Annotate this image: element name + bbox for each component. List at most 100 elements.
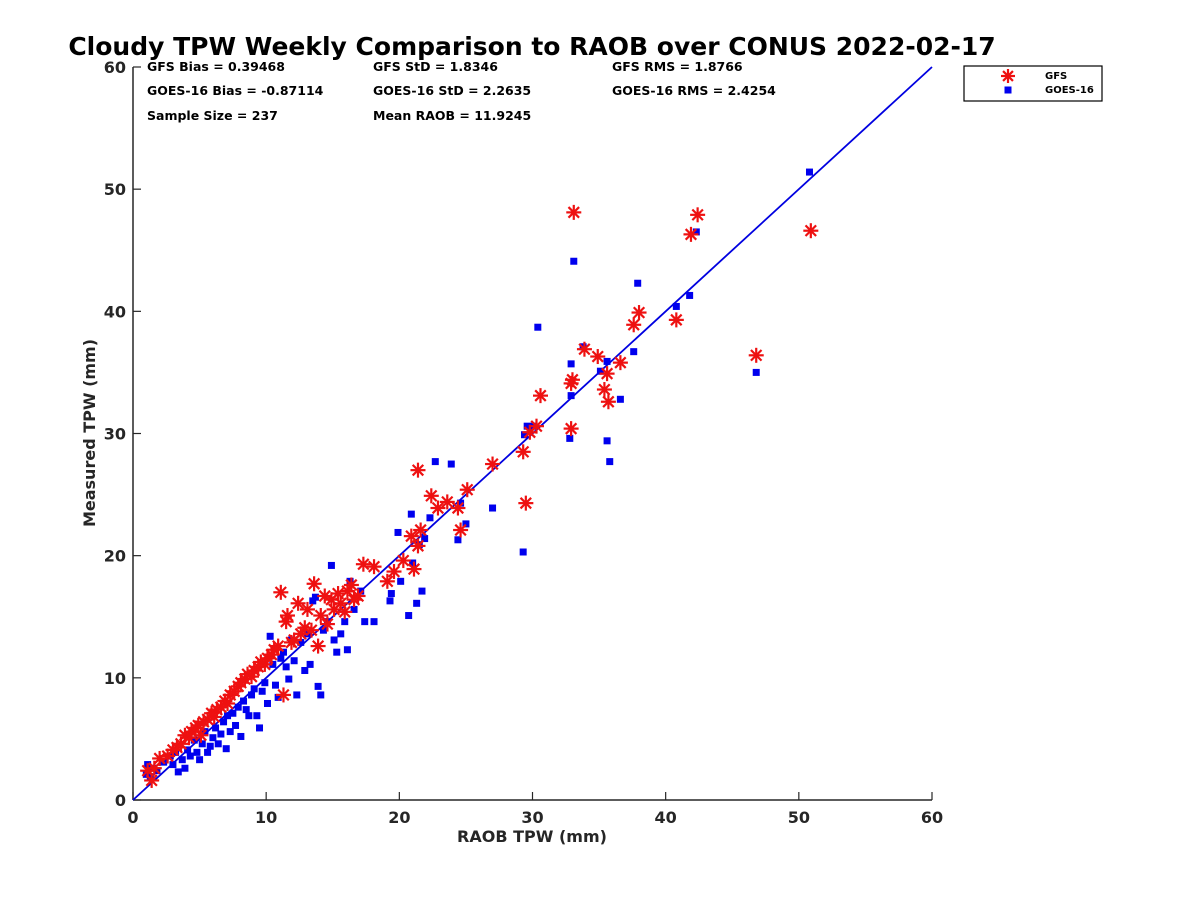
goes-16-point <box>333 648 341 656</box>
y-tick-label: 40 <box>104 302 126 321</box>
asterisk-stroke <box>451 501 465 515</box>
gfs-point <box>518 495 534 511</box>
goes-16-point <box>346 577 354 585</box>
goes-16-point <box>570 257 578 265</box>
asterisk-stroke <box>305 624 318 637</box>
stat-gfs-std: GFS StD = 1.8346 <box>373 59 498 74</box>
goes-16-point <box>206 742 214 750</box>
asterisk-stroke <box>441 495 454 508</box>
goes-16-point <box>261 679 269 687</box>
asterisk-stroke <box>312 639 325 653</box>
gfs-point <box>600 394 616 410</box>
gfs-point <box>279 608 295 624</box>
asterisk-stroke <box>301 603 314 616</box>
goes-16-point <box>413 599 421 607</box>
stat-mean-raob: Mean RAOB = 11.9245 <box>373 108 531 123</box>
gfs-point <box>563 421 579 437</box>
gfs-point <box>350 588 366 604</box>
asterisk-stroke <box>602 395 615 408</box>
goes-16-point <box>250 685 258 693</box>
goes-16-point <box>258 687 266 695</box>
asterisk-stroke <box>338 605 351 618</box>
gfs-point <box>403 528 419 544</box>
asterisk-stroke <box>194 729 207 742</box>
goes-16-point <box>209 734 217 742</box>
stat-gfs-rms: GFS RMS = 1.8766 <box>612 59 743 74</box>
gfs-point <box>596 382 612 398</box>
goes-16-point <box>309 597 317 605</box>
goes-16-point <box>630 348 638 356</box>
gfs-point <box>599 366 615 382</box>
asterisk-stroke <box>148 762 161 775</box>
asterisk-stroke <box>414 523 427 537</box>
goes-16-point <box>277 654 285 662</box>
goes-16-point <box>317 691 325 699</box>
stat-goes-bias: GOES-16 Bias = -0.87114 <box>147 83 324 98</box>
goes-16-point <box>596 367 604 375</box>
asterisk-stroke <box>357 558 370 571</box>
goes-16-point <box>198 740 206 748</box>
gfs-point <box>395 553 411 569</box>
goes-16-point <box>237 732 245 740</box>
goes-16-point <box>142 770 150 778</box>
asterisk-stroke <box>334 597 347 610</box>
asterisk-stroke <box>627 318 640 331</box>
asterisk-stroke <box>454 523 467 537</box>
goes-16-point <box>431 458 439 466</box>
goes-16-point <box>357 587 365 595</box>
gfs-point <box>306 576 322 592</box>
x-tick-label: 60 <box>921 808 943 827</box>
x-tick-label: 20 <box>388 808 410 827</box>
gfs-point <box>626 317 642 333</box>
gfs-point <box>668 312 684 328</box>
goes-16-point <box>567 392 575 400</box>
goes-16-point <box>214 740 222 748</box>
asterisk-stroke <box>387 565 401 578</box>
asterisk-stroke <box>578 343 591 356</box>
goes-16-point <box>234 703 242 711</box>
gfs-point <box>410 538 426 554</box>
asterisk-stroke <box>407 563 421 576</box>
goes-16-point <box>567 360 575 368</box>
asterisk-stroke <box>272 639 285 653</box>
asterisk-stroke <box>1002 70 1014 82</box>
goes-16-point <box>341 618 349 626</box>
gfs-series <box>140 204 819 788</box>
asterisk-stroke <box>411 539 425 552</box>
goes-16-point <box>232 721 240 729</box>
asterisk-stroke <box>397 554 410 567</box>
goes-16-point <box>752 368 760 376</box>
goes-16-point <box>603 357 611 365</box>
goes-16-point <box>301 667 309 675</box>
gfs-point <box>313 608 329 624</box>
gfs-point <box>453 522 469 538</box>
gfs-point <box>299 601 315 617</box>
goes-16-point <box>426 514 434 522</box>
goes-16-point <box>337 630 345 638</box>
asterisk-stroke <box>750 349 763 362</box>
y-axis-label: Measured TPW (mm) <box>80 339 99 527</box>
goes-16-point <box>311 593 319 601</box>
goes-16-point <box>204 748 212 756</box>
gfs-point <box>439 494 455 510</box>
goes-16-point <box>193 748 201 756</box>
gfs-point <box>355 556 371 572</box>
legend-gfs-label: GFS <box>1045 71 1067 82</box>
asterisk-stroke <box>534 389 547 402</box>
goes-16-point <box>319 626 327 634</box>
asterisk-stroke <box>314 609 327 622</box>
goes-16-point <box>224 712 232 720</box>
goes-16-point <box>421 535 429 543</box>
goes-16-point <box>279 648 287 656</box>
asterisk-stroke <box>367 560 381 573</box>
goes-16-point <box>327 561 335 569</box>
goes-16-point <box>447 460 455 468</box>
goes-16-point <box>606 458 614 466</box>
asterisk-stroke <box>425 489 438 502</box>
gfs-point <box>576 341 592 357</box>
goes-16-point <box>361 618 369 626</box>
goes-16-point <box>692 228 700 236</box>
axes: 0 10 20 30 40 50 60 0 10 20 30 40 50 60 <box>104 58 943 827</box>
asterisk-stroke <box>461 483 474 496</box>
gfs-point <box>290 595 306 611</box>
